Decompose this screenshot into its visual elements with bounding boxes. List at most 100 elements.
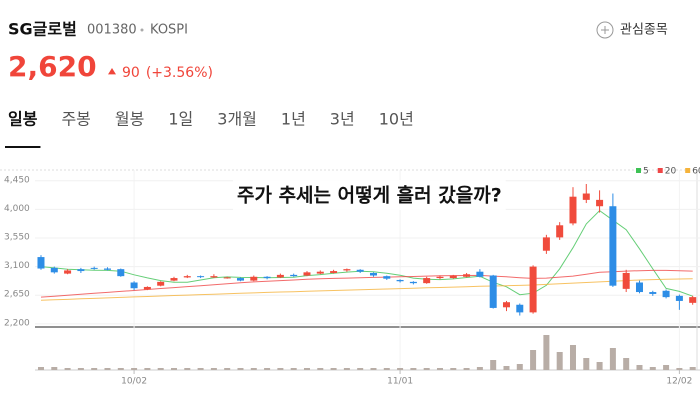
change-pct: (+3.56%) [146,65,213,81]
volume-bar [51,367,58,370]
up-arrow [108,68,116,75]
candle-body [662,290,670,298]
candle-body [236,278,244,281]
volume-bar [463,368,470,370]
annotation: 주가 추세는 어떻게 흘러 갔을까? [237,184,502,207]
volume-bar [210,368,217,370]
volume-bar [370,368,377,370]
volume-bar [516,364,523,370]
volume-bar [91,368,98,370]
tab[interactable]: 일봉 [8,110,38,129]
volume-bar [277,368,284,370]
candle-body [303,272,311,276]
legend-swatch [657,168,663,173]
tab[interactable]: 10년 [379,110,414,129]
volume-bar [330,368,337,370]
candle-body [64,270,72,274]
volume-bar [184,368,191,370]
candle-body [250,276,258,281]
candle-body [197,276,205,278]
volume-bar [117,368,124,370]
candle-body [622,272,630,289]
x-tick-label: 10/02 [121,377,147,387]
volume-bar [237,368,244,370]
volume-bar [556,352,563,370]
candle-body [635,282,643,293]
volume-bar [131,368,138,370]
watch-button[interactable]: 관심종목 [596,21,668,39]
candle-body [396,279,404,282]
chart: 4,450 4,000 3,550 3,100 2,650 2,200 10/02 11/01… [4,167,700,387]
separator-dot [140,28,144,32]
legend-swatch [636,168,641,173]
candle-body [436,276,444,279]
volume-bar [689,367,696,370]
tab[interactable]: 주봉 [61,110,90,129]
candle-body [476,271,484,277]
volume-bar [663,365,670,370]
tab[interactable]: 월봉 [115,110,144,129]
candle-body [223,277,231,279]
candle-body [675,295,683,301]
volume-bar [450,368,457,370]
candle-body [117,269,125,277]
candle-body [556,225,564,238]
volume-bar [357,368,364,370]
y-tick-label: 2,200 [4,318,30,328]
candle-body [542,237,550,251]
candle-body [463,274,471,277]
y-tick-label: 4,450 [4,175,30,185]
candle-body [449,275,457,279]
candle-body [330,271,338,273]
volume-bar [476,367,483,370]
candle-body [409,281,417,284]
annotation-bg [233,180,506,210]
tab[interactable]: 3년 [330,110,355,129]
ma-line [40,278,693,301]
price: 2,620 [8,50,97,83]
candle-body [157,281,165,286]
legend-label: 5 [643,167,649,177]
candle-body [183,276,191,278]
volume-bar [436,368,443,370]
volume-bar [104,368,111,370]
volume-bar [264,368,271,370]
volume-bar [676,368,683,370]
candle-body [689,297,697,303]
volume-bar [197,368,204,370]
volume-bar [157,368,164,370]
volume-bar [397,368,404,370]
y-tick-label: 2,650 [4,290,30,300]
candle-body [596,199,604,207]
candle-body [423,278,431,284]
volume-bar [649,367,656,370]
volume-bar [530,350,537,370]
watch-label[interactable]: 관심종목 [620,23,668,38]
stock-code: 001380 [87,23,137,38]
volume-bar [609,348,616,370]
candle-body [143,286,151,290]
candle-body [343,269,351,271]
tab[interactable]: 1년 [281,110,306,129]
volume-bar [383,368,390,370]
legend-label: 20 [665,167,677,177]
volume-bar [343,368,350,370]
y-tick-label: 4,000 [4,204,30,214]
volume-bar [569,345,576,370]
volume-bar [290,368,297,370]
legend-swatch [685,168,691,173]
market: KOSPI [150,23,188,38]
tabs: 일봉 주봉 월봉 1일 3개월 1년 3년 10년 [5,110,414,148]
tab[interactable]: 3개월 [217,110,257,129]
plus-icon [596,21,614,39]
legend-label: 60 [692,167,700,177]
candle-body [489,275,497,308]
volume-bar [37,367,44,370]
candle-body [37,257,45,269]
candle-body [569,196,577,224]
tab[interactable]: 1일 [168,110,193,129]
candle-body [502,302,510,308]
candle-body [276,274,284,278]
volume-bar [423,368,430,370]
